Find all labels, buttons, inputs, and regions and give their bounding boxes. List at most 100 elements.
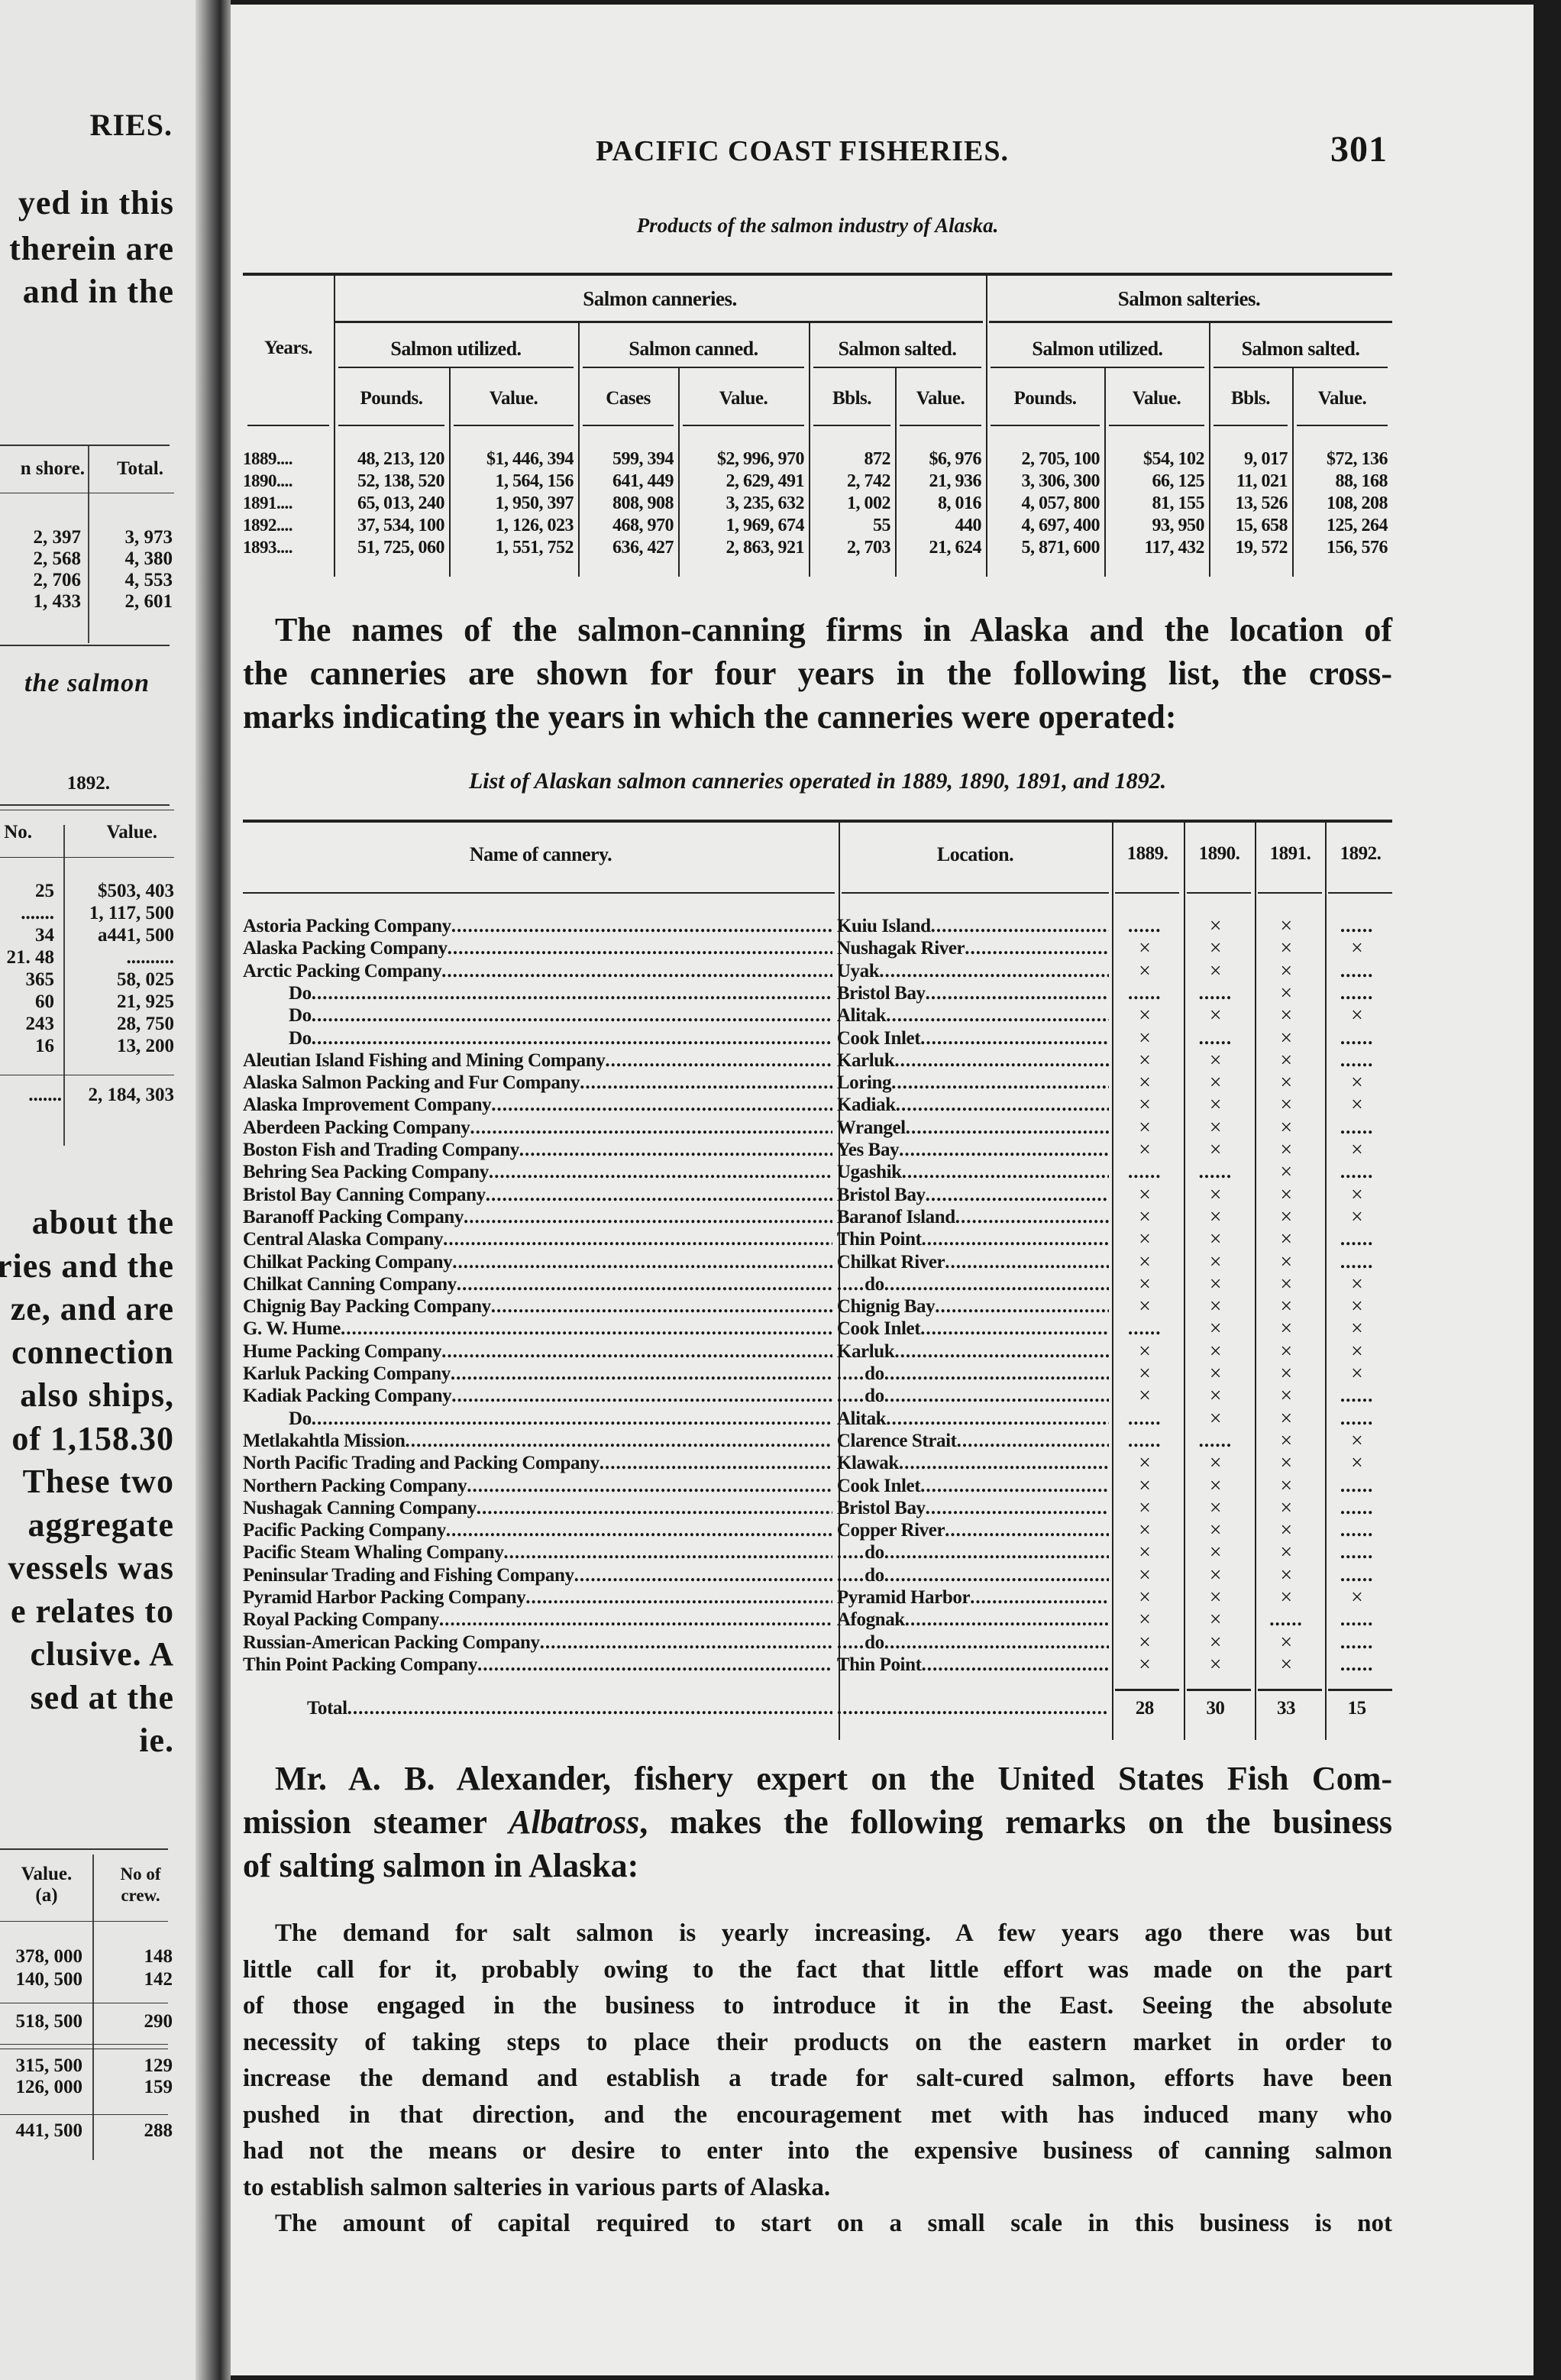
location-cell: Cook Inlet xyxy=(832,1318,1110,1340)
location-name: Bristol Bay xyxy=(836,1184,926,1205)
operated-mark: × xyxy=(1139,1072,1151,1095)
operated-mark: × xyxy=(1280,915,1292,937)
column-header: Pounds. xyxy=(360,388,423,409)
total-value: 30 xyxy=(1206,1698,1225,1719)
year-cell: 1892.... xyxy=(243,516,293,535)
operated-mark: × xyxy=(1139,1363,1151,1385)
cannery-name: Baranoff Packing Company xyxy=(243,1206,464,1227)
operated-mark: × xyxy=(1139,1385,1151,1408)
table-row: Baranoff Packing Company Baranof Island × ×… xyxy=(243,1206,1392,1228)
cannery-name: Aleutian Island Fishing and Mining Compa… xyxy=(243,1049,606,1071)
operated-mark: × xyxy=(1209,1183,1222,1206)
dot-leader xyxy=(886,1408,1109,1430)
cannery-name-cell: Hume Packing Company xyxy=(243,1340,832,1363)
operated-mark: × xyxy=(1350,1295,1363,1318)
dot-leader xyxy=(926,982,1110,1004)
column-header: n shore. xyxy=(20,458,85,479)
column-header: 1892. xyxy=(1340,843,1382,864)
table-cell: 93, 950 xyxy=(1152,516,1205,535)
not-operated-dots: ...... xyxy=(1340,1386,1374,1407)
sub-header: Salmon canned. xyxy=(629,338,758,360)
location-name: Cook Inlet xyxy=(836,1027,921,1049)
table-rule xyxy=(0,1921,168,1922)
dot-leader xyxy=(957,1430,1110,1452)
table-cell: 4, 553 xyxy=(124,570,173,590)
location-name: Nushagak River xyxy=(836,938,965,959)
location-name: Bristol Bay xyxy=(836,982,926,1004)
cannery-name-cell: Do xyxy=(243,1027,832,1049)
table-rule xyxy=(900,425,981,426)
column-header: 1889. xyxy=(1126,843,1168,864)
cannery-name-cell: Behring Sea Packing Company xyxy=(243,1161,832,1183)
operated-mark: × xyxy=(1280,1161,1292,1184)
operated-mark: × xyxy=(1139,1609,1151,1631)
dot-leader xyxy=(931,915,1110,937)
operated-mark: × xyxy=(1280,1586,1292,1609)
cannery-name-cell: Aleutian Island Fishing and Mining Compa… xyxy=(243,1049,832,1072)
operated-mark: × xyxy=(1209,1250,1222,1273)
column-header: Cases xyxy=(606,388,651,409)
table-rule xyxy=(1328,1689,1392,1691)
table-cell: 288 xyxy=(144,2120,173,2141)
location-cell: Wrangel xyxy=(832,1117,1110,1139)
page-number: 301 xyxy=(1330,129,1388,170)
table-cell: 13, 200 xyxy=(117,1036,174,1056)
text-line: clusive. A xyxy=(30,1635,174,1673)
table-row: Chilkat Packing Company Chilkat River × × ×.… xyxy=(243,1251,1392,1273)
not-operated-dots: ...... xyxy=(1340,1027,1374,1049)
operated-mark: × xyxy=(1350,1452,1363,1475)
table-cell: 108, 208 xyxy=(1327,493,1388,513)
table-cell: 37, 534, 100 xyxy=(357,516,445,535)
table-cell: 518, 500 xyxy=(15,2011,83,2032)
location-name: Karluk xyxy=(836,1340,895,1362)
text-line: e relates to xyxy=(11,1592,174,1630)
not-operated-dots: ...... xyxy=(1340,1564,1374,1586)
text-line: sed at the xyxy=(30,1678,174,1716)
cannery-name: Karluk Packing Company xyxy=(243,1363,451,1384)
table-cell: $503, 403 xyxy=(98,881,174,901)
table-cell: 148 xyxy=(144,1946,173,1967)
text-line: aggregate xyxy=(27,1505,174,1544)
table-row: Hume Packing Company Karluk × × × × xyxy=(243,1340,1392,1363)
cannery-name: Do xyxy=(289,982,312,1004)
text-line: increase the demand and establish a trad… xyxy=(243,2065,1392,2092)
text-line: These two xyxy=(22,1463,174,1500)
dot-leader xyxy=(457,1273,832,1295)
table-cell: 4, 380 xyxy=(124,548,173,569)
table-row: Do Alitak...... × ×...... xyxy=(243,1408,1392,1430)
operated-mark: × xyxy=(1209,1363,1222,1385)
not-operated-dots: ...... xyxy=(1340,916,1374,936)
table-cell: 13, 526 xyxy=(1235,493,1288,513)
table-rule xyxy=(243,892,835,894)
text-line: Mr. A. B. Alexander, fishery expert on t… xyxy=(275,1760,1392,1797)
total-value: 33 xyxy=(1276,1698,1296,1719)
sub-header: Salmon utilized. xyxy=(390,338,522,360)
table-row: Do Bristol Bay............ ×...... xyxy=(243,982,1392,1004)
column-divider xyxy=(1325,820,1327,1740)
table-row: Do Alitak × × × × xyxy=(243,1004,1392,1027)
cannery-name-cell: Alaska Improvement Company xyxy=(243,1094,832,1116)
location-cell: Nushagak River xyxy=(832,937,1110,959)
operated-mark: × xyxy=(1280,1004,1292,1027)
location-cell: Kadiak xyxy=(832,1094,1110,1116)
location-name: Kadiak xyxy=(836,1095,896,1116)
cannery-name: Central Alaska Company xyxy=(243,1229,444,1250)
column-divider xyxy=(895,368,897,577)
year-cell: 1893.... xyxy=(243,538,293,557)
continuing-paragraph: The amount of capital required to start … xyxy=(243,2206,1392,2243)
operated-mark: × xyxy=(1350,1183,1363,1206)
operated-mark: × xyxy=(1139,1205,1151,1228)
text-line: ie. xyxy=(139,1722,174,1759)
dot-leader xyxy=(341,1318,832,1340)
text-line: also ships, xyxy=(20,1376,174,1414)
group-header: Salmon salteries. xyxy=(1117,287,1261,310)
dot-leader xyxy=(503,1541,832,1563)
table-cell: 88, 168 xyxy=(1335,471,1388,491)
sub-header: Salmon salted. xyxy=(838,338,957,360)
table-cell: 34 xyxy=(35,925,54,946)
table-row: Kadiak Packing Company.....do×××...... xyxy=(243,1385,1392,1407)
table-rule xyxy=(1258,1689,1322,1691)
text-line: vessels was xyxy=(8,1549,174,1586)
table-row: Behring Sea Packing Company Ugashik......… xyxy=(243,1161,1392,1183)
text-line: marks indicating the years in which the … xyxy=(243,698,1177,736)
